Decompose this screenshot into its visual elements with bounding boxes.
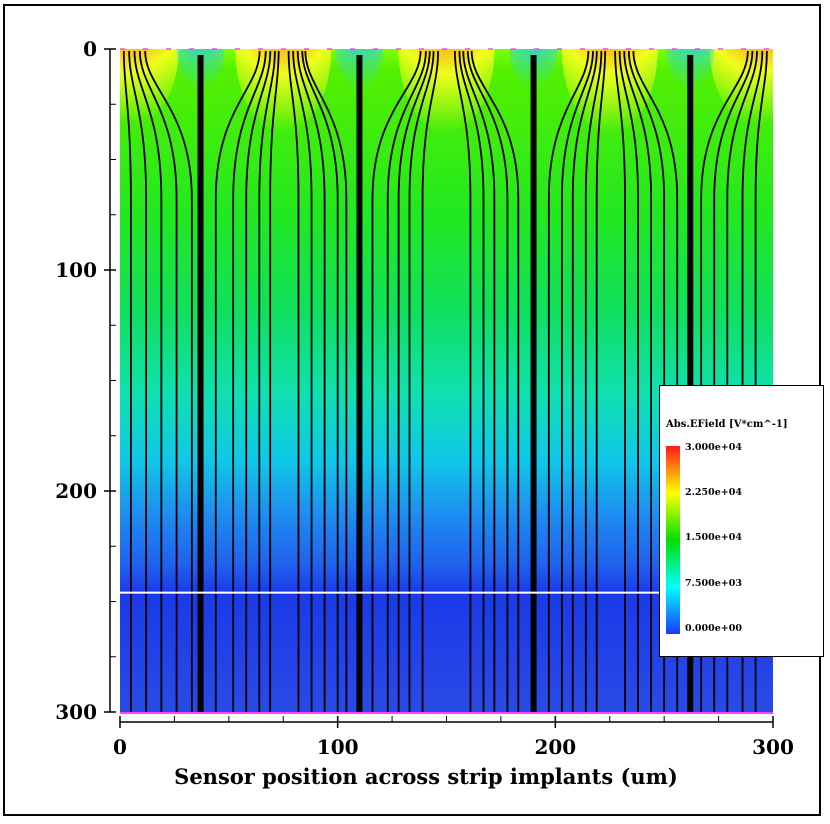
field-line xyxy=(304,50,348,712)
field-line xyxy=(584,50,603,712)
field-line xyxy=(713,50,754,712)
field-line xyxy=(466,50,509,712)
x-axis-title: Sensor position across strip implants (u… xyxy=(174,764,678,789)
field-line xyxy=(595,50,607,712)
y-axis-ticks: 0 100 200 300 xyxy=(55,37,116,724)
field-line xyxy=(623,50,653,712)
field-line xyxy=(754,50,768,712)
field-line xyxy=(627,50,666,712)
field-line xyxy=(618,50,639,712)
field-line xyxy=(470,50,520,712)
x-tick-label: 100 xyxy=(317,735,359,759)
field-line xyxy=(560,50,594,712)
legend-tick-mid: 1.500e+04 xyxy=(685,532,742,543)
field-line xyxy=(122,50,132,712)
field-line xyxy=(287,50,300,712)
y-tick-label: 300 xyxy=(55,700,97,724)
field-line xyxy=(397,50,431,712)
x-axis-ticks: 0 100 200 300 xyxy=(113,716,794,759)
y-tick-label: 0 xyxy=(83,37,97,61)
field-lines xyxy=(122,50,768,712)
field-line xyxy=(458,50,485,712)
field-line xyxy=(128,50,148,712)
field-line xyxy=(453,50,472,712)
field-line xyxy=(421,50,440,712)
field-line xyxy=(245,50,272,712)
legend-tick-high: 2.250e+04 xyxy=(685,487,742,498)
field-line xyxy=(462,50,496,712)
x-tick-label: 200 xyxy=(534,735,576,759)
field-line xyxy=(232,50,267,712)
x-tick-label: 0 xyxy=(113,735,127,759)
color-legend: Abs.EField [V*cm^-1] 3.000e+04 2.250e+04… xyxy=(659,385,824,657)
field-line xyxy=(371,50,422,712)
field-line xyxy=(296,50,326,712)
field-line xyxy=(301,50,339,712)
high-field-region xyxy=(235,49,332,133)
legend-tick-min: 0.000e+00 xyxy=(685,623,742,634)
field-line xyxy=(700,50,749,712)
field-line xyxy=(571,50,598,712)
field-line xyxy=(292,50,313,712)
field-line xyxy=(144,50,193,712)
plot-area xyxy=(120,49,773,712)
field-line xyxy=(547,50,590,712)
y-tick-label: 200 xyxy=(55,479,97,503)
x-tick-label: 300 xyxy=(752,735,794,759)
legend-colorbar xyxy=(666,446,680,634)
y-tick-label: 100 xyxy=(55,258,97,282)
field-line xyxy=(214,50,261,712)
field-line xyxy=(726,50,758,712)
legend-tick-low: 7.500e+03 xyxy=(685,578,742,589)
field-line xyxy=(408,50,435,712)
field-line xyxy=(138,50,178,712)
field-line xyxy=(741,50,764,712)
field-line xyxy=(386,50,427,712)
field-line xyxy=(614,50,626,712)
legend-title: Abs.EField [V*cm^-1] xyxy=(666,419,788,430)
field-line xyxy=(632,50,679,712)
field-line xyxy=(258,50,276,712)
field-line xyxy=(269,50,280,712)
field-line xyxy=(133,50,163,712)
legend-tick-max: 3.000e+04 xyxy=(685,442,742,453)
